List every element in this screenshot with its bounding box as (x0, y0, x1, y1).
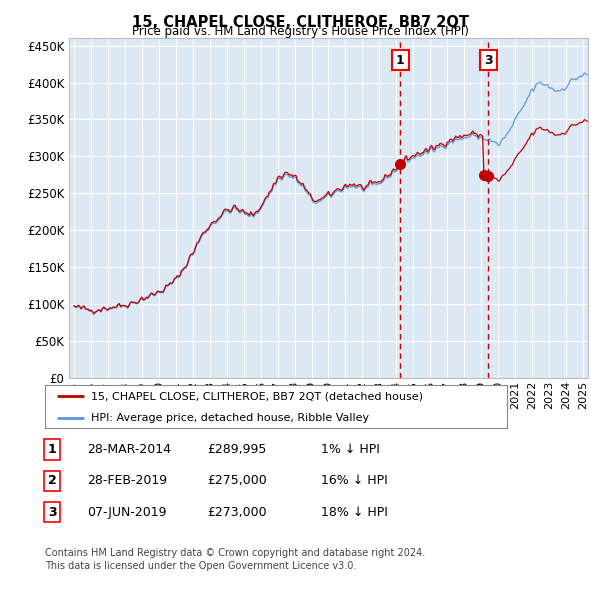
Text: £289,995: £289,995 (207, 443, 266, 456)
Text: 28-FEB-2019: 28-FEB-2019 (87, 474, 167, 487)
Text: 3: 3 (484, 54, 493, 67)
Text: 15, CHAPEL CLOSE, CLITHEROE, BB7 2QT (detached house): 15, CHAPEL CLOSE, CLITHEROE, BB7 2QT (de… (91, 391, 423, 401)
Text: HPI: Average price, detached house, Ribble Valley: HPI: Average price, detached house, Ribb… (91, 413, 370, 423)
Text: 18% ↓ HPI: 18% ↓ HPI (321, 506, 388, 519)
Text: 3: 3 (48, 506, 56, 519)
Text: 16% ↓ HPI: 16% ↓ HPI (321, 474, 388, 487)
Text: 1: 1 (396, 54, 405, 67)
Text: Price paid vs. HM Land Registry's House Price Index (HPI): Price paid vs. HM Land Registry's House … (131, 25, 469, 38)
Text: 28-MAR-2014: 28-MAR-2014 (87, 443, 171, 456)
Text: 1: 1 (48, 443, 56, 456)
Text: 15, CHAPEL CLOSE, CLITHEROE, BB7 2QT: 15, CHAPEL CLOSE, CLITHEROE, BB7 2QT (131, 15, 469, 30)
Text: £273,000: £273,000 (207, 506, 266, 519)
Text: Contains HM Land Registry data © Crown copyright and database right 2024.: Contains HM Land Registry data © Crown c… (45, 548, 425, 558)
Text: 2: 2 (48, 474, 56, 487)
Text: 07-JUN-2019: 07-JUN-2019 (87, 506, 167, 519)
Text: £275,000: £275,000 (207, 474, 267, 487)
Text: This data is licensed under the Open Government Licence v3.0.: This data is licensed under the Open Gov… (45, 561, 356, 571)
Text: 1% ↓ HPI: 1% ↓ HPI (321, 443, 380, 456)
